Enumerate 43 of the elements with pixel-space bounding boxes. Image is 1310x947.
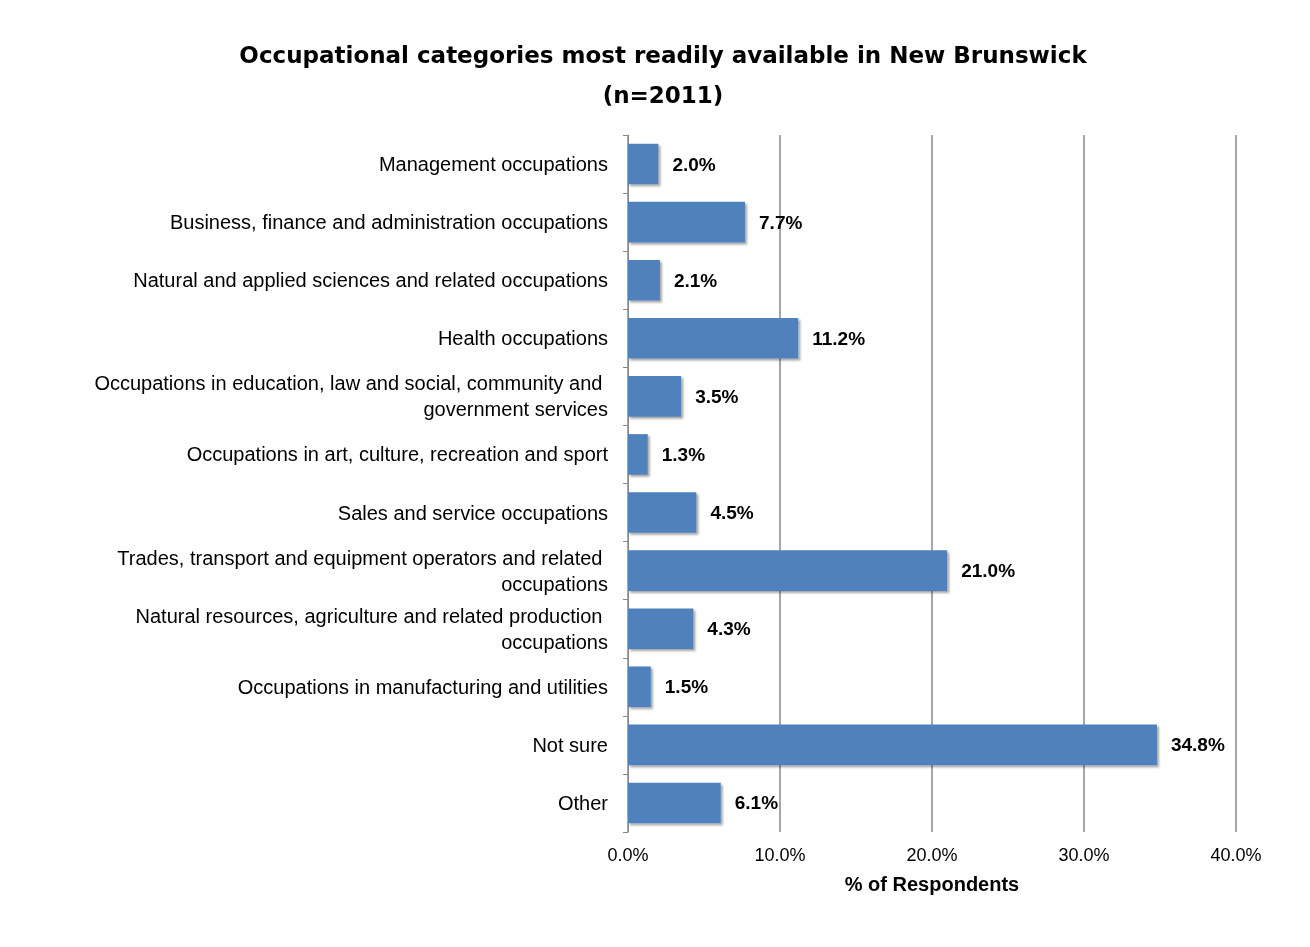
- bar: [628, 608, 694, 650]
- data-label: 4.5%: [710, 502, 754, 524]
- data-label: 1.3%: [661, 443, 706, 465]
- y-tick-label: Occupations in education, law and social, community and government services: [94, 372, 608, 421]
- x-tick-label: 10.0%: [754, 845, 806, 865]
- data-label: 11.2%: [812, 327, 866, 349]
- x-axis-title: % of Respondents: [844, 873, 1020, 895]
- y-tick-label: Not sure: [532, 733, 608, 756]
- bar: [628, 201, 746, 243]
- bar: [628, 724, 1157, 766]
- data-label: 34.8%: [1170, 734, 1225, 756]
- x-tick-label: 20.0%: [906, 845, 958, 865]
- data-label: 21.0%: [961, 560, 1016, 582]
- bar: [628, 317, 799, 359]
- bar: [628, 259, 660, 301]
- y-tick-label: Occupations in art, culture, recreation and sport: [186, 443, 609, 466]
- bar: [628, 143, 659, 185]
- y-tick-label: Natural and applied sciences and related occupations: [133, 269, 608, 292]
- data-label: 4.3%: [707, 618, 751, 640]
- y-tick-label: Business, finance and administration occupations: [169, 211, 608, 234]
- data-label: 7.7%: [759, 211, 803, 233]
- data-label: 1.5%: [664, 676, 709, 698]
- chart-title: Occupational categories most readily available in New Brunswick (n=2011): [239, 42, 1088, 108]
- x-tick-label: 0.0%: [607, 845, 649, 865]
- bar: [628, 434, 648, 475]
- data-label: 6.1%: [734, 792, 779, 814]
- y-tick-label: Occupations in manufacturing and utilities: [237, 675, 608, 698]
- y-tick-label: Trades, transport and equipment operators and related occupations: [117, 546, 608, 595]
- data-label: 2.1%: [673, 269, 718, 291]
- bar: [628, 376, 682, 417]
- y-tick-label: Management occupations: [378, 153, 608, 176]
- y-tick-label: Natural resources, agriculture and related production occupations: [135, 604, 608, 653]
- y-tick-label: Health occupations: [437, 327, 608, 350]
- bar: [628, 550, 948, 591]
- bar: [628, 782, 721, 824]
- data-label: 3.5%: [695, 385, 739, 407]
- x-tick-label: 30.0%: [1058, 845, 1110, 865]
- data-label: 2.0%: [672, 153, 716, 175]
- y-tick-label: Sales and service occupations: [337, 501, 608, 524]
- bar: [628, 492, 697, 533]
- x-tick-label: 40.0%: [1210, 845, 1262, 865]
- y-tick-label: Other: [557, 791, 609, 814]
- bar: [628, 666, 651, 708]
